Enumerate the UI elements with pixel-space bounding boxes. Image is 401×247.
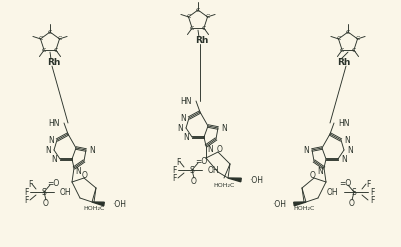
Text: N: N — [180, 114, 186, 123]
Polygon shape — [293, 202, 305, 206]
Text: N: N — [51, 155, 57, 164]
Text: C: C — [351, 48, 355, 53]
Text: C: C — [189, 26, 194, 31]
Text: C: C — [48, 29, 52, 35]
Text: N: N — [75, 166, 81, 176]
Text: F: F — [171, 165, 176, 174]
Text: N: N — [48, 136, 54, 144]
Text: N: N — [177, 124, 182, 132]
Text: C: C — [354, 36, 359, 41]
Text: S: S — [189, 165, 194, 174]
Text: Rh: Rh — [336, 58, 350, 67]
Text: C: C — [336, 36, 340, 41]
Text: OH: OH — [207, 165, 219, 174]
Text: F: F — [24, 195, 28, 205]
Text: =O: =O — [194, 157, 207, 165]
Polygon shape — [92, 202, 104, 206]
Text: O: O — [309, 170, 315, 180]
Text: S: S — [42, 187, 46, 197]
Text: C: C — [54, 48, 58, 53]
Text: N: N — [316, 166, 322, 176]
Text: HN: HN — [337, 119, 348, 127]
Text: O: O — [190, 177, 196, 185]
Text: =O: =O — [47, 179, 59, 187]
Text: F: F — [175, 158, 180, 166]
Text: HOH₂C: HOH₂C — [83, 206, 104, 210]
Text: C: C — [339, 48, 343, 53]
Polygon shape — [227, 178, 241, 182]
Text: C: C — [38, 36, 43, 41]
Text: F: F — [369, 187, 373, 197]
Text: C: C — [201, 26, 206, 31]
Text: O: O — [43, 199, 49, 207]
Text: HOH₂C: HOH₂C — [213, 183, 234, 187]
Text: C: C — [42, 48, 46, 53]
Text: O: O — [348, 199, 354, 207]
Text: O: O — [82, 170, 88, 180]
Text: C: C — [345, 29, 349, 35]
Text: N: N — [207, 144, 212, 153]
Text: ·OH: ·OH — [248, 176, 262, 185]
Text: HN: HN — [180, 97, 192, 105]
Text: HOH₂C: HOH₂C — [293, 206, 314, 210]
Text: C: C — [205, 14, 209, 20]
Text: Rh: Rh — [47, 58, 61, 67]
Text: N: N — [340, 155, 346, 164]
Text: F: F — [28, 180, 32, 188]
Text: F: F — [365, 180, 369, 188]
Text: ·OH: ·OH — [112, 200, 126, 208]
Text: C: C — [186, 14, 190, 20]
Text: OH: OH — [326, 187, 337, 197]
Text: C: C — [195, 7, 200, 13]
Text: N: N — [45, 145, 51, 155]
Text: F: F — [171, 173, 176, 183]
Text: O: O — [217, 144, 223, 153]
Text: HN: HN — [49, 119, 60, 127]
Text: N: N — [183, 132, 188, 142]
Text: F: F — [24, 187, 28, 197]
Text: N: N — [343, 136, 349, 144]
Text: N: N — [302, 145, 308, 155]
Text: S: S — [351, 187, 356, 197]
Text: N: N — [221, 124, 226, 132]
Text: N: N — [346, 145, 352, 155]
Text: C: C — [57, 36, 61, 41]
Text: F: F — [369, 195, 373, 205]
Text: OH: OH — [60, 187, 71, 197]
Text: ·OH: ·OH — [271, 200, 285, 208]
Text: Rh: Rh — [195, 36, 208, 45]
Text: N: N — [89, 145, 95, 155]
Text: =O: =O — [338, 179, 350, 187]
